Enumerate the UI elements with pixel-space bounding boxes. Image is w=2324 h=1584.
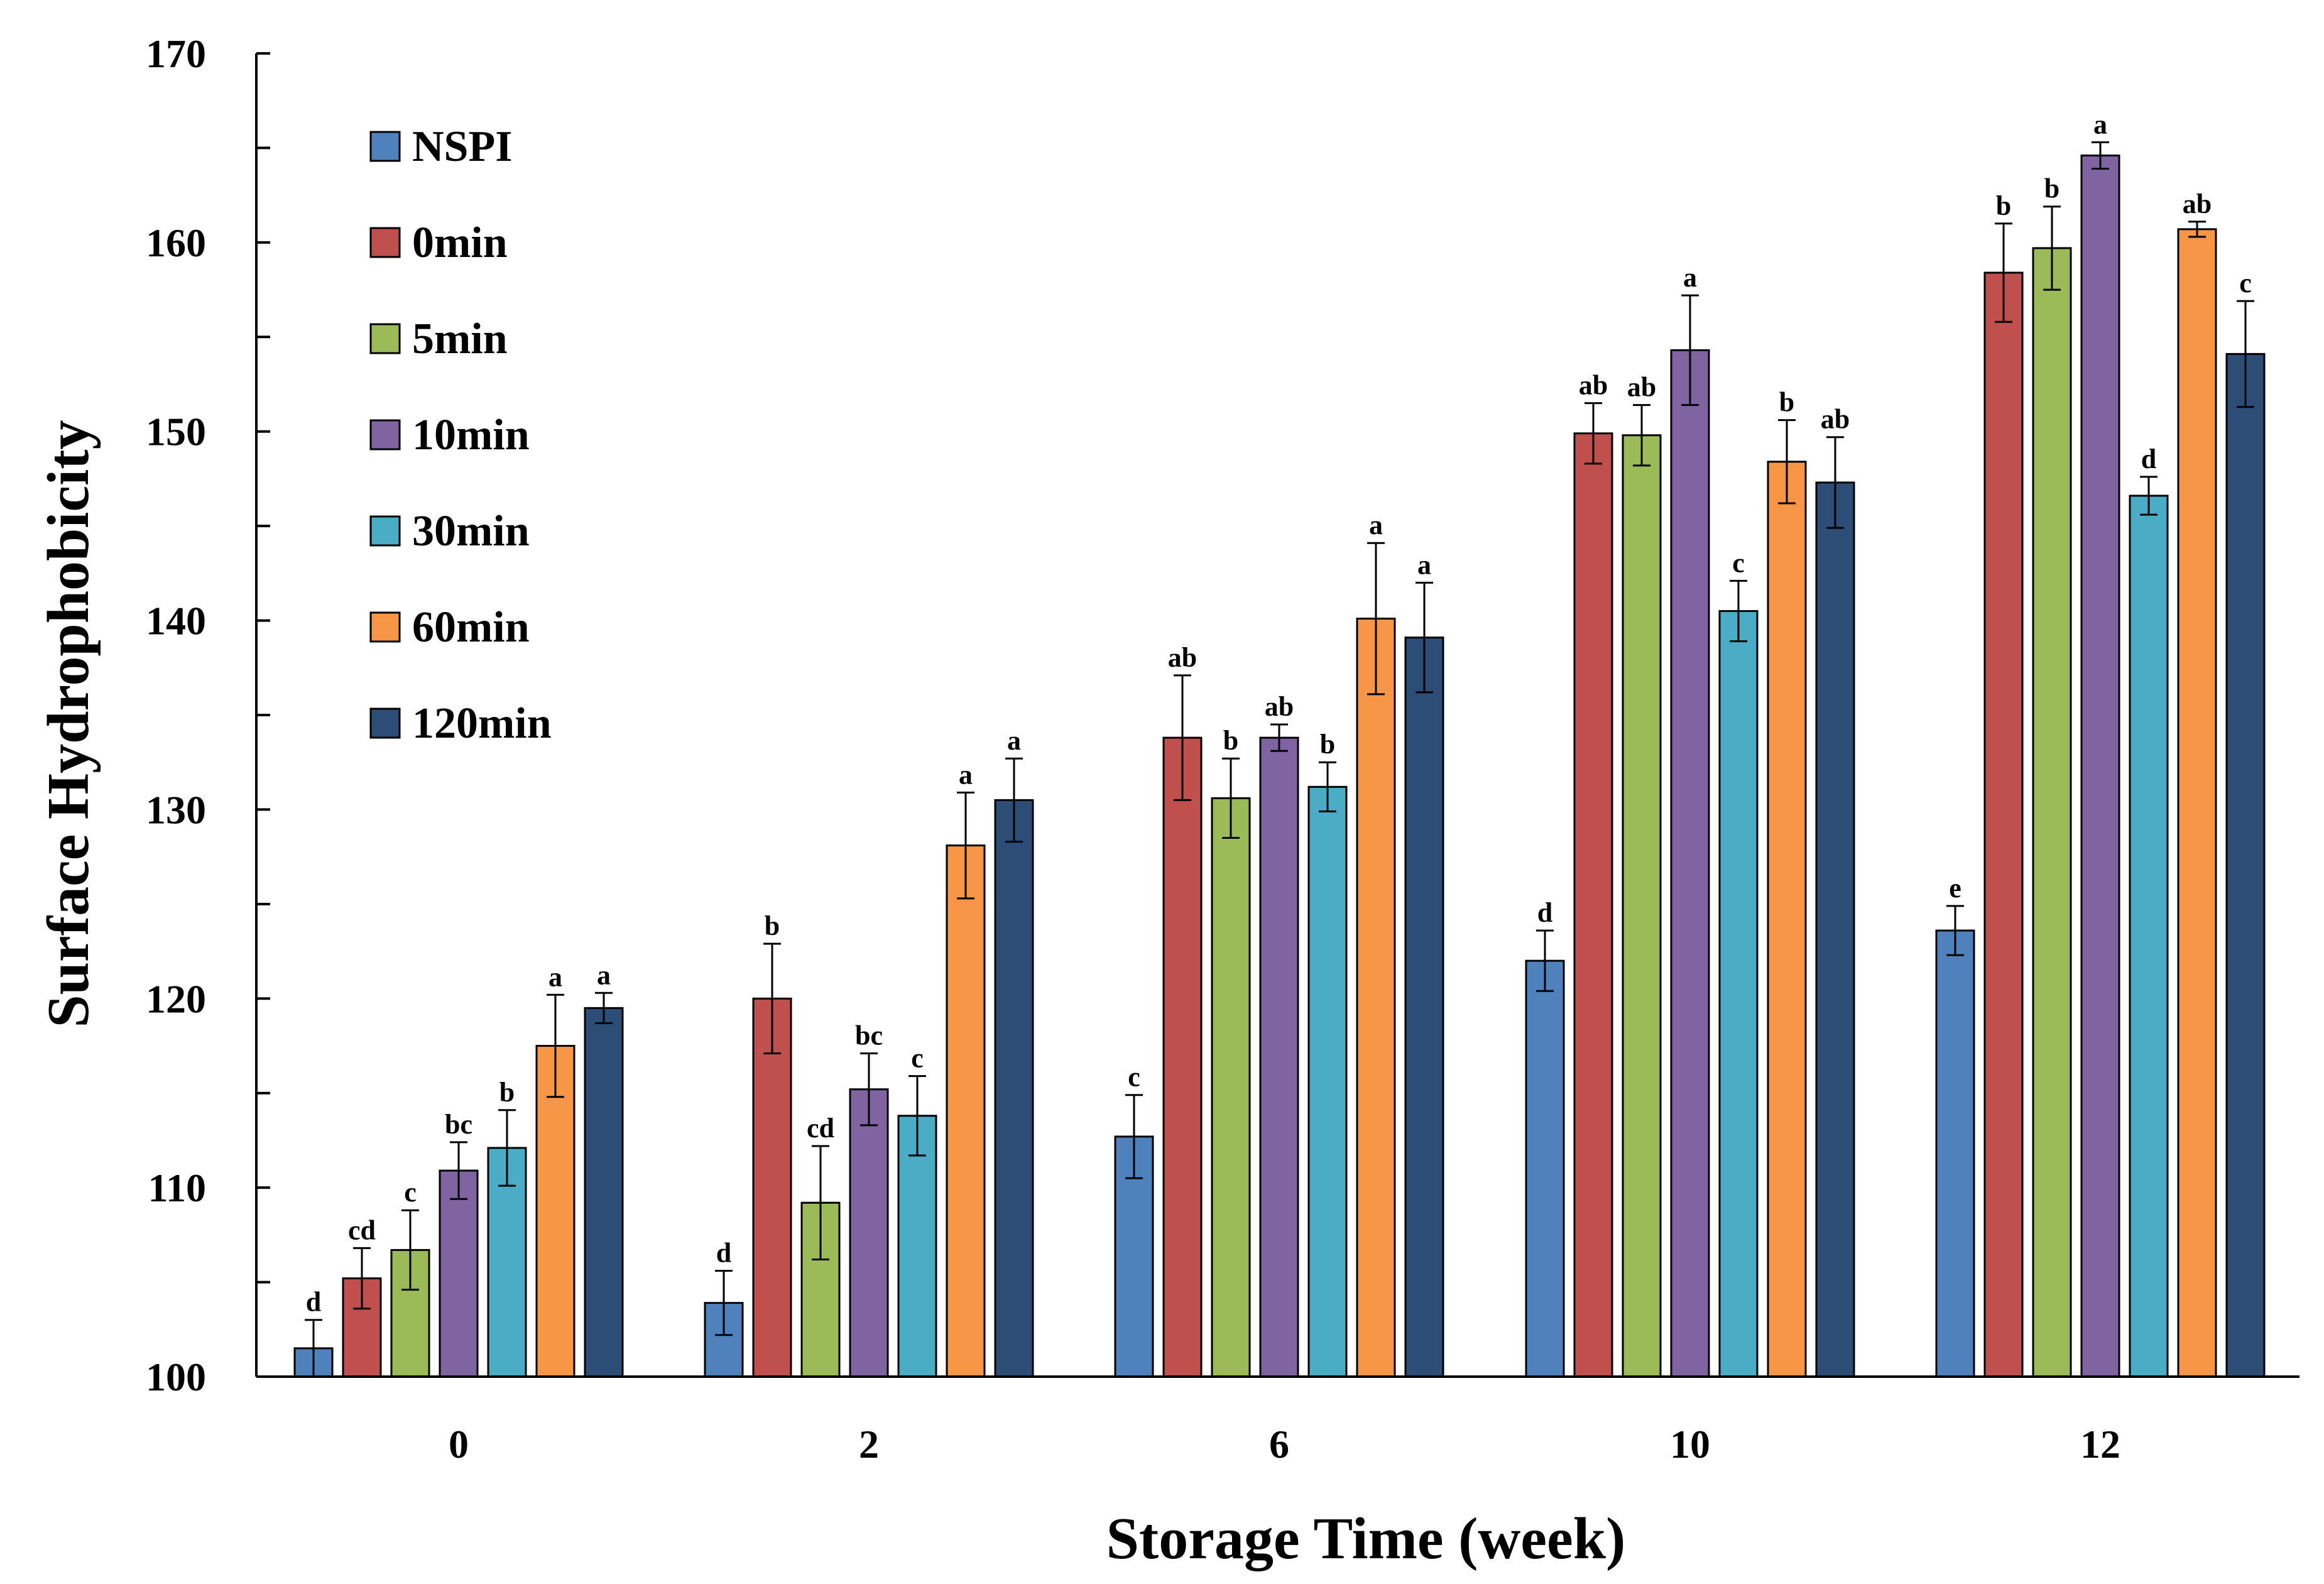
bar: [2177, 228, 2217, 1378]
x-tick-label: 10: [1670, 1422, 1710, 1467]
significance-label: ab: [1168, 642, 1197, 673]
legend-label: 60min: [412, 603, 530, 652]
legend-swatch: [369, 419, 401, 451]
significance-label: b: [1996, 190, 2011, 221]
significance-label: cd: [348, 1215, 376, 1245]
significance-label: c: [1732, 547, 1745, 578]
bar: [1935, 929, 1975, 1378]
y-tick-label: 140: [146, 599, 206, 643]
legend-label: 10min: [412, 411, 530, 459]
legend-swatch: [369, 515, 401, 547]
bar: [946, 844, 986, 1378]
y-tick-label: 170: [146, 31, 206, 76]
significance-label: a: [959, 759, 973, 790]
x-tick-label: 0: [449, 1422, 469, 1467]
bar: [1622, 434, 1662, 1378]
legend-label: NSPI: [412, 123, 512, 171]
legend-swatch: [369, 707, 401, 739]
y-tick-label: 160: [146, 221, 206, 265]
bar: [1162, 736, 1203, 1378]
bar: [1259, 736, 1299, 1378]
bar: [1815, 481, 1855, 1378]
bar: [439, 1169, 479, 1378]
significance-label: ab: [1627, 372, 1656, 403]
bar: [2080, 154, 2120, 1378]
bar: [1307, 785, 1348, 1378]
significance-label: a: [2093, 109, 2107, 139]
significance-label: ab: [1579, 370, 1608, 401]
bar: [752, 997, 792, 1378]
bar: [584, 1007, 624, 1378]
significance-label: bc: [445, 1109, 472, 1140]
significance-label: d: [1537, 897, 1552, 928]
significance-label: a: [548, 961, 562, 992]
x-tick-label: 12: [2080, 1422, 2120, 1467]
bar: [1670, 349, 1710, 1378]
legend-swatch: [369, 611, 401, 643]
significance-label: b: [2044, 173, 2059, 204]
legend-swatch: [369, 323, 401, 354]
significance-label: a: [1369, 510, 1383, 540]
x-tick-label: 6: [1269, 1422, 1289, 1467]
significance-label: a: [597, 959, 611, 990]
legend-label: 120min: [412, 699, 552, 748]
y-tick-label: 130: [146, 787, 206, 832]
bar: [1404, 636, 1444, 1378]
bar: [1525, 959, 1565, 1378]
bar: [2032, 247, 2072, 1378]
significance-label: d: [306, 1287, 321, 1318]
legend-label: 0min: [412, 219, 508, 267]
bar: [849, 1088, 889, 1378]
legend: NSPI 0min 5min 10min 30min 60min 120min: [369, 123, 552, 748]
axes-group: 100 110 120 130 140 150 160 170 0 2 6 10 12: [146, 31, 2299, 1467]
significance-label: c: [1128, 1062, 1140, 1093]
bar: [1718, 610, 1759, 1378]
bar: [1356, 618, 1396, 1378]
significance-label: a: [1683, 262, 1697, 293]
significance-label: b: [1320, 729, 1335, 760]
significance-label: c: [404, 1177, 417, 1208]
significance-label: bc: [855, 1020, 883, 1051]
y-tick-label: 100: [146, 1355, 206, 1399]
significance-label: e: [1949, 873, 1961, 904]
y-tick-label: 110: [148, 1166, 206, 1210]
significance-label: b: [765, 910, 780, 941]
bar: [1211, 797, 1251, 1378]
bar: [2129, 494, 2169, 1378]
significance-label: c: [2239, 268, 2252, 298]
significance-label: d: [716, 1238, 731, 1269]
legend-label: 5min: [412, 315, 508, 363]
significance-label: b: [1779, 387, 1794, 418]
bar: [994, 799, 1034, 1378]
y-tick-label: 150: [146, 410, 206, 454]
bar: [1573, 432, 1613, 1378]
significance-label: ab: [1265, 691, 1294, 722]
legend-swatch: [369, 131, 401, 162]
x-axis-title: Storage Time (week): [1106, 1506, 1626, 1571]
legend-swatch: [369, 227, 401, 258]
bar: [2225, 352, 2266, 1378]
significance-label: ab: [2183, 188, 2212, 219]
y-axis-title: Surface Hydrophobicity: [36, 420, 101, 1027]
significance-label: ab: [1821, 404, 1850, 435]
x-tick-label: 2: [859, 1422, 879, 1467]
y-tick-label: 120: [146, 976, 206, 1021]
bar: [1983, 271, 2024, 1378]
significance-label: b: [1223, 725, 1238, 756]
significance-label: b: [499, 1077, 515, 1108]
significance-label: c: [911, 1043, 924, 1074]
significance-label: cd: [807, 1113, 834, 1144]
significance-label: a: [1417, 549, 1431, 580]
bar: [1767, 461, 1807, 1378]
legend-label: 30min: [412, 507, 530, 555]
bar: [897, 1115, 937, 1378]
significance-label: a: [1007, 725, 1021, 756]
significance-label: d: [2141, 444, 2156, 474]
